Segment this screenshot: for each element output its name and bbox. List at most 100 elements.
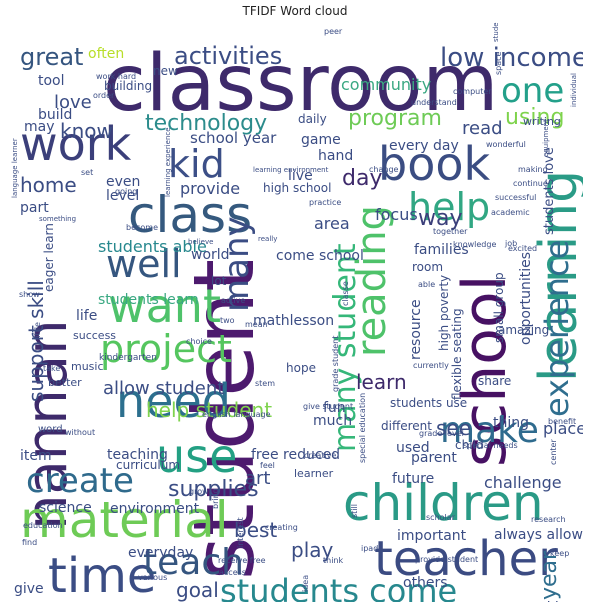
- word-high-school: high school: [263, 181, 331, 195]
- word-show: show: [19, 290, 40, 299]
- word-world: world: [191, 247, 230, 263]
- word-grade-student: grade student: [331, 336, 340, 392]
- word-wonderful: wonderful: [486, 140, 526, 149]
- word-low-income: low income: [440, 43, 583, 73]
- word-ipad: ipad: [361, 544, 378, 553]
- word-receive-free: receive free: [218, 556, 266, 565]
- word-thing: thing: [493, 415, 529, 431]
- word-day: day: [342, 166, 382, 191]
- word-able: able: [418, 280, 435, 289]
- word-amazing: amazing: [498, 323, 549, 337]
- word-share: share: [478, 374, 511, 388]
- word-read: read: [462, 118, 503, 139]
- word-students-receive: students receive: [492, 22, 500, 42]
- word-order: order: [93, 91, 115, 100]
- word-children: children: [343, 474, 544, 532]
- word-fun: fun: [323, 400, 346, 416]
- word-new: new: [153, 64, 178, 78]
- word-success: success: [73, 329, 116, 342]
- word-program: program: [348, 106, 442, 131]
- word-want: want: [108, 279, 221, 333]
- word-eager-learn: eager learn: [42, 223, 56, 292]
- word-see: see: [436, 416, 471, 440]
- word-active: active: [221, 296, 245, 305]
- word-two: two: [220, 316, 235, 325]
- word-idea: idea: [301, 575, 310, 592]
- word-project: project: [100, 327, 232, 371]
- word-families: families: [414, 242, 469, 258]
- word-hope: hope: [286, 361, 316, 375]
- word-work-hard: work hard: [96, 72, 136, 81]
- word-teacher: teacher: [374, 531, 558, 587]
- word-science: science: [39, 500, 92, 516]
- word-provide: provide: [180, 179, 240, 198]
- word-daily: daily: [298, 112, 327, 126]
- word-lot: lot: [211, 274, 227, 288]
- word-future: future: [392, 471, 434, 487]
- word-something: something: [39, 215, 76, 223]
- word-help-student: help student: [146, 398, 272, 422]
- word-life: life: [76, 308, 97, 324]
- word-time: time: [48, 548, 156, 602]
- word-work: work: [20, 117, 132, 171]
- word-word: word: [38, 424, 63, 435]
- word-access: access: [219, 568, 246, 577]
- word-area: area: [314, 214, 350, 233]
- word-material: material: [20, 491, 229, 549]
- word-love: love: [54, 92, 92, 113]
- word-going: going: [115, 187, 137, 196]
- word-special-education: special education: [358, 393, 367, 463]
- word-help: help: [408, 185, 490, 229]
- word-keep: keep: [550, 549, 569, 558]
- word-teaching: teaching: [107, 447, 168, 463]
- word-environment: environment: [110, 501, 200, 517]
- word-interest: interest: [236, 517, 245, 548]
- word-working: working: [521, 600, 577, 602]
- word-school-year: school year: [190, 129, 277, 147]
- word-community: community: [341, 75, 431, 94]
- word-small-group: small group: [492, 272, 506, 343]
- word-grow: grow: [189, 487, 209, 496]
- word-even: even: [106, 174, 140, 190]
- word-center: center: [549, 439, 558, 465]
- word-one: one: [501, 71, 564, 111]
- word-education: education: [23, 521, 63, 530]
- word-many-student: many student: [328, 243, 363, 452]
- word-play: play: [291, 538, 334, 562]
- word-may: may: [24, 119, 55, 135]
- word-much: much: [313, 413, 352, 429]
- word-game: game: [301, 132, 341, 148]
- word-often: often: [88, 46, 124, 62]
- word-learning-environment: learning environment: [253, 166, 329, 174]
- word-important: important: [397, 528, 467, 544]
- word-successful: successful: [495, 193, 536, 202]
- word-book: book: [378, 137, 490, 191]
- word-used: used: [396, 440, 430, 456]
- word-really: really: [258, 235, 277, 243]
- word-reading: reading: [349, 205, 395, 357]
- word-use: use: [156, 429, 237, 483]
- word-benefit: benefit: [548, 417, 576, 426]
- word-home: home: [20, 173, 77, 197]
- word-focus: focus: [375, 205, 418, 224]
- word-give-student: give student: [303, 402, 353, 411]
- word-learn: learn: [356, 370, 407, 394]
- chart-title: TFIDF Word cloud: [242, 4, 348, 18]
- word-tool: tool: [38, 73, 65, 89]
- word-creative: creative: [304, 451, 336, 460]
- word-year: year: [537, 550, 562, 600]
- word-build: build: [38, 107, 72, 123]
- word-feel: feel: [260, 461, 275, 470]
- word-peer: peer: [324, 27, 343, 36]
- word-students-learn: students learn: [98, 292, 199, 308]
- word-students-come: students come: [220, 572, 457, 602]
- word-various: various: [138, 573, 167, 582]
- word-building: building: [104, 79, 152, 93]
- word-every-day: every day: [389, 138, 459, 154]
- word-classe: classe: [341, 281, 350, 306]
- word-way: way: [418, 206, 463, 231]
- word-school: school: [450, 275, 520, 467]
- word-learning: learning: [529, 170, 583, 382]
- word-understand: understand: [411, 98, 457, 107]
